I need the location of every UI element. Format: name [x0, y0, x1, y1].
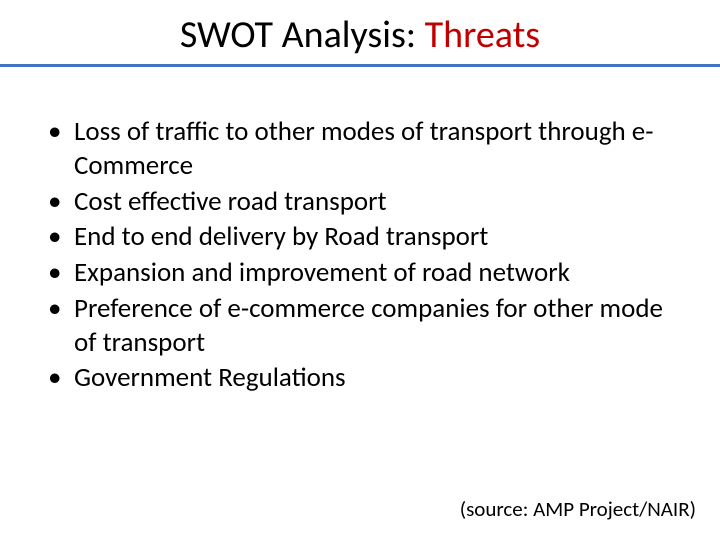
title-underline: [0, 64, 720, 67]
source-citation: (source: AMP Project/NAIR): [460, 496, 696, 522]
list-item: Preference of e-commerce companies for o…: [40, 292, 680, 360]
slide-title-area: SWOT Analysis: Threats: [0, 0, 720, 75]
list-item: Loss of traffic to other modes of transp…: [40, 115, 680, 183]
title-highlight: Threats: [425, 12, 541, 58]
title-prefix: SWOT Analysis:: [180, 12, 425, 58]
bullet-list: Loss of traffic to other modes of transp…: [40, 115, 680, 395]
list-item: Government Regulations: [40, 361, 680, 395]
list-item: End to end delivery by Road transport: [40, 220, 680, 254]
content-area: Loss of traffic to other modes of transp…: [0, 75, 720, 395]
list-item: Expansion and improvement of road networ…: [40, 256, 680, 290]
list-item: Cost effective road transport: [40, 185, 680, 219]
